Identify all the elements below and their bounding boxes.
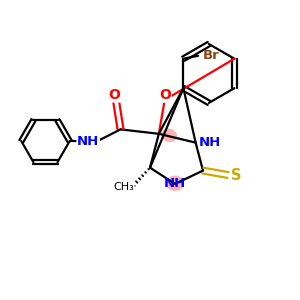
Text: NH: NH [164, 177, 186, 190]
Text: Br: Br [202, 49, 219, 62]
Text: NH: NH [77, 135, 99, 148]
Text: NH: NH [199, 136, 221, 149]
Text: CH₃: CH₃ [114, 182, 134, 192]
Text: S: S [231, 167, 242, 182]
Ellipse shape [161, 128, 177, 142]
Text: O: O [109, 88, 121, 102]
Ellipse shape [166, 176, 184, 191]
Text: O: O [159, 88, 171, 102]
